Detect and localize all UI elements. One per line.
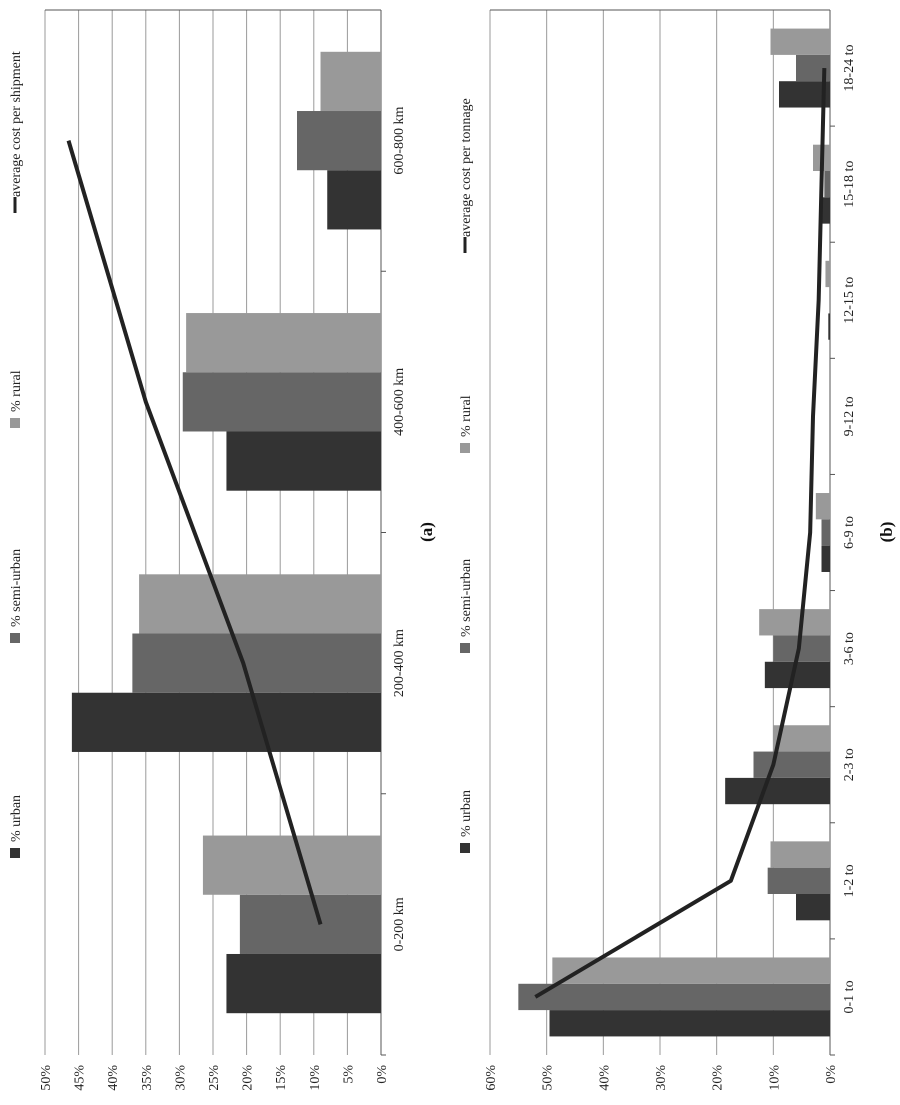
legend-label: % rural: [459, 395, 474, 437]
legend-swatch: [460, 443, 470, 453]
y-tick-label: 0%: [824, 1065, 839, 1084]
category-label: 3-6 to: [842, 632, 857, 665]
category-label: 9-12 to: [842, 396, 857, 436]
bar: [767, 867, 830, 894]
bar: [725, 777, 830, 805]
chart-panel-a: 0% 5% 10% 15% 20% 25% 30% 35% 40% 45% 50% 0-200 km 2…: [9, 9, 436, 1091]
bar: [186, 313, 381, 373]
line-series: [66, 140, 323, 925]
y-tick-label: 50%: [541, 1065, 556, 1091]
legend-label: % rural: [9, 370, 24, 412]
bar: [825, 260, 830, 288]
bar: [821, 197, 830, 224]
bar: [770, 841, 830, 868]
bar: [320, 51, 381, 112]
category-label: 600-800 km: [392, 106, 407, 174]
legend-swatch: [460, 843, 470, 853]
bar: [815, 493, 830, 520]
bar: [549, 1010, 830, 1037]
legend-label: % semi-urban: [459, 559, 474, 637]
y-tick-label: 30%: [173, 1065, 188, 1091]
bar: [139, 574, 381, 634]
bar: [182, 372, 381, 432]
bar: [828, 313, 830, 340]
y-tick-label: 10%: [767, 1065, 782, 1091]
panel-label: (a): [417, 522, 436, 542]
bar: [552, 957, 830, 984]
bar: [821, 545, 830, 572]
bar: [753, 751, 830, 778]
y-tick-label: 5%: [341, 1065, 356, 1084]
y-tick-label: 20%: [711, 1065, 726, 1091]
legend-label: % semi-urban: [9, 549, 24, 627]
category-label: 18-24 to: [842, 45, 857, 92]
y-tick-label: 0%: [375, 1065, 390, 1084]
legend-swatch: [460, 643, 470, 653]
legend-label: average cost per shipment: [9, 51, 24, 197]
y-tick-label: 10%: [308, 1065, 323, 1091]
category-label: 400-600 km: [392, 368, 407, 436]
y-tick-label: 30%: [654, 1065, 669, 1091]
bar: [770, 28, 830, 55]
category-label: 200-400 km: [392, 629, 407, 697]
y-tick-label: 40%: [106, 1065, 121, 1091]
line-series: [534, 68, 827, 999]
bar: [821, 519, 830, 546]
bar: [759, 609, 830, 636]
chart-panel-b: 0% 10% 20% 30% 40% 50% 60% 0-1 to 1-2 to 2-3 to 3-…: [459, 9, 896, 1091]
legend-label: % urban: [9, 795, 24, 842]
bar: [71, 692, 381, 752]
category-label: 0-200 km: [392, 897, 407, 951]
category-label: 6-9 to: [842, 516, 857, 549]
category-label: 15-18 to: [842, 161, 857, 208]
bar: [202, 835, 381, 895]
legend-swatch: [10, 418, 20, 428]
category-label: 0-1 to: [842, 980, 857, 1013]
bar: [226, 431, 381, 491]
y-tick-label: 25%: [207, 1065, 222, 1091]
bar: [824, 171, 830, 198]
bar: [327, 170, 381, 230]
y-tick-label: 15%: [274, 1065, 289, 1091]
y-tick-label: 50%: [39, 1065, 54, 1091]
bar: [764, 661, 830, 689]
bar: [132, 633, 381, 693]
bar: [239, 894, 381, 954]
legend-label: % urban: [459, 790, 474, 837]
legend-swatch: [10, 633, 20, 643]
panel-label: (b): [877, 522, 896, 543]
legend-swatch: [10, 848, 20, 858]
y-tick-label: 40%: [597, 1065, 612, 1091]
y-tick-label: 60%: [484, 1065, 499, 1091]
y-tick-label: 45%: [73, 1065, 88, 1091]
bar: [226, 953, 381, 1014]
bar: [297, 111, 381, 171]
bar: [518, 983, 830, 1011]
category-label: 12-15 to: [842, 277, 857, 324]
category-label: 2-3 to: [842, 748, 857, 781]
bar: [796, 893, 830, 921]
category-label: 1-2 to: [842, 864, 857, 897]
legend-label: average cost per tonnage: [459, 98, 474, 237]
y-tick-label: 35%: [140, 1065, 155, 1091]
y-tick-label: 20%: [241, 1065, 256, 1091]
